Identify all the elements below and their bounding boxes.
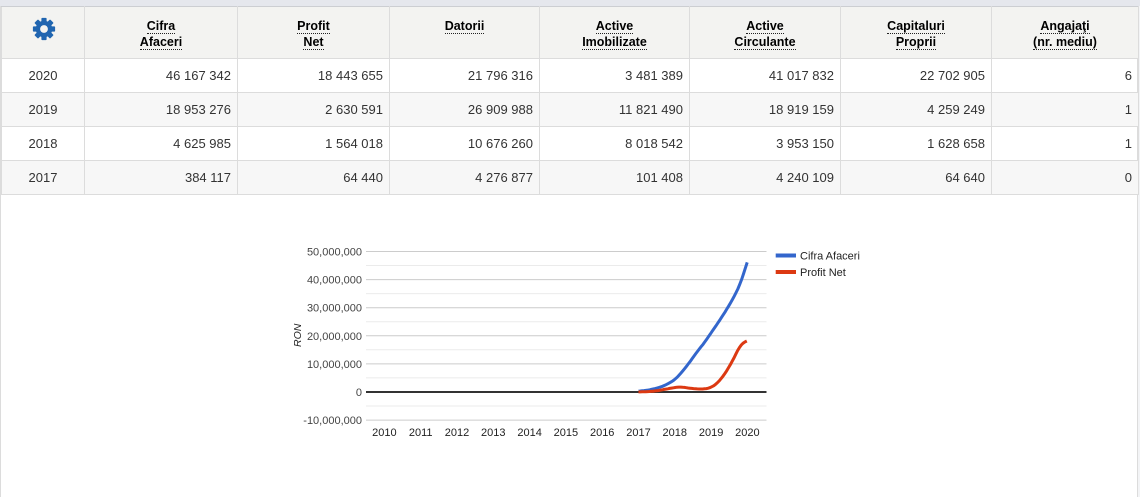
svg-text:2013: 2013 (481, 427, 505, 439)
svg-text:2011: 2011 (409, 427, 433, 439)
svg-text:Profit Net: Profit Net (800, 267, 846, 279)
svg-text:2016: 2016 (590, 427, 614, 439)
svg-text:2012: 2012 (445, 427, 469, 439)
svg-text:0: 0 (356, 387, 362, 399)
svg-text:2014: 2014 (517, 427, 541, 439)
svg-text:RON: RON (292, 323, 304, 347)
svg-text:2017: 2017 (626, 427, 650, 439)
svg-text:2015: 2015 (554, 427, 578, 439)
svg-text:Cifra Afaceri: Cifra Afaceri (800, 251, 860, 263)
svg-text:2010: 2010 (372, 427, 396, 439)
svg-text:30,000,000: 30,000,000 (307, 303, 362, 315)
svg-text:2019: 2019 (699, 427, 723, 439)
svg-text:10,000,000: 10,000,000 (307, 359, 362, 371)
svg-text:2020: 2020 (735, 427, 759, 439)
svg-text:20,000,000: 20,000,000 (307, 331, 362, 343)
svg-text:2018: 2018 (663, 427, 687, 439)
svg-text:50,000,000: 50,000,000 (307, 247, 362, 259)
svg-text:-10,000,000: -10,000,000 (303, 415, 362, 427)
svg-text:40,000,000: 40,000,000 (307, 275, 362, 287)
